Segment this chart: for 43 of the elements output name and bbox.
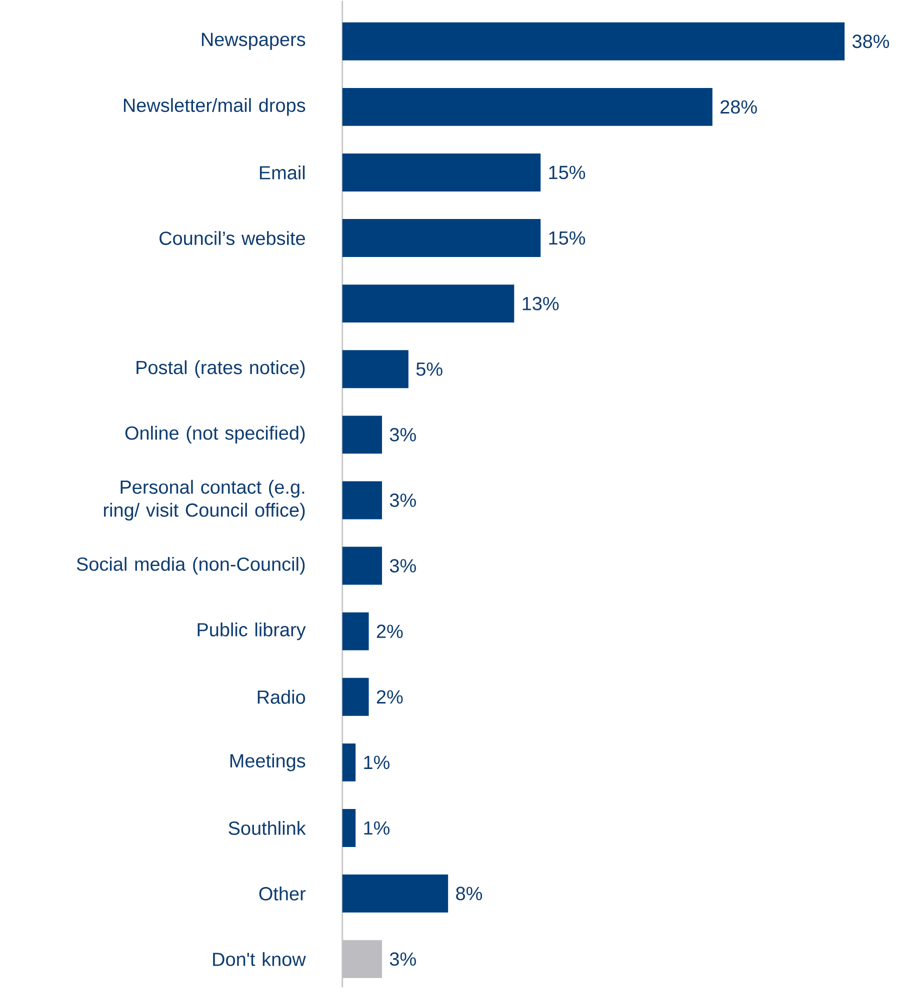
y-tick-label: Don't know — [213, 952, 306, 966]
data-label: 3% — [390, 494, 416, 507]
data-label: 13% — [523, 296, 559, 310]
y-tick-label: Council’s website — [160, 231, 306, 246]
bar — [342, 612, 370, 650]
data-label: 5% — [416, 362, 443, 376]
data-label: 8% — [456, 886, 482, 900]
bar — [342, 284, 514, 323]
data-label: 3% — [390, 428, 416, 442]
y-tick-label: Meetings — [230, 754, 306, 772]
data-label: 1% — [364, 821, 390, 835]
y-tick-label: Personal contact (e.g. ring/ visit Council office) — [104, 480, 305, 521]
data-label: 28% — [720, 100, 758, 114]
data-label: 3% — [390, 559, 416, 572]
bar — [342, 678, 370, 716]
y-tick-label: Postal (rates notice) — [136, 360, 305, 378]
y-tick-label: Other — [260, 886, 306, 900]
bar — [342, 481, 382, 520]
bar — [342, 743, 356, 782]
bar — [342, 219, 541, 258]
bar — [342, 874, 448, 912]
data-label: 38% — [852, 34, 890, 48]
bar — [342, 809, 356, 847]
y-tick-label: Southlink — [228, 821, 306, 835]
data-label: 3% — [390, 952, 416, 966]
y-tick-label: Newspapers — [202, 32, 306, 50]
bar — [342, 154, 541, 192]
y-tick-label: Online (not specified) — [126, 426, 305, 444]
data-label: 2% — [377, 624, 403, 638]
data-label: 1% — [364, 756, 390, 770]
data-label: 15% — [549, 231, 586, 245]
data-label: 15% — [549, 166, 586, 180]
y-tick-label: Newsletter/mail drops — [124, 98, 306, 116]
bar — [342, 350, 409, 388]
bar — [342, 88, 713, 126]
data-label: 2% — [377, 690, 403, 704]
y-tick-label: Social media (non-Council) — [77, 556, 305, 575]
bar — [342, 416, 382, 454]
bar — [342, 546, 382, 585]
y-tick-label: Email — [260, 166, 305, 180]
bar — [342, 22, 845, 60]
y-tick-label: Public library — [198, 622, 306, 640]
y-tick-label: Radio — [258, 690, 306, 704]
